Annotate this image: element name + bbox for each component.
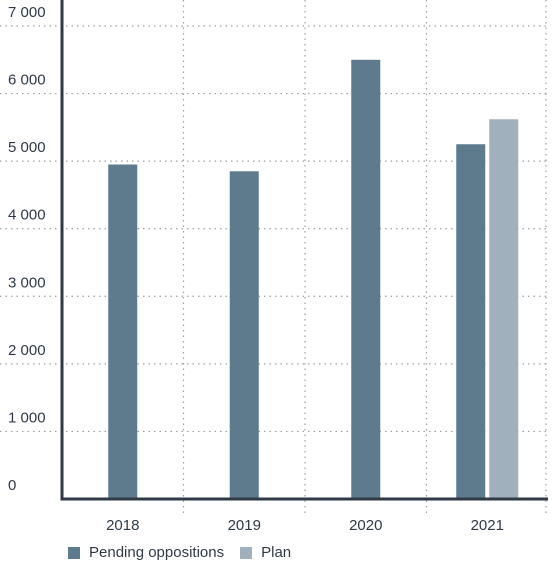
x-tick-label-2020: 2020 (349, 517, 382, 534)
y-tick-label: 4 000 (8, 207, 46, 224)
legend: Pending oppositions Plan (68, 544, 307, 561)
y-tick-label: 7 000 (8, 4, 46, 21)
legend-label-plan: Plan (261, 544, 292, 561)
legend-item-pending: Pending oppositions (68, 544, 224, 561)
y-tick-label: 2 000 (8, 342, 46, 359)
y-tick-label: 6 000 (8, 72, 46, 89)
x-axis-ticks: 2018 2019 2020 2021 (106, 517, 504, 534)
y-tick-label: 5 000 (8, 139, 46, 156)
y-axis-ticks: 0 1 000 2 000 3 000 4 000 5 000 6 000 7 000 (8, 4, 46, 494)
y-tick-label: 0 (8, 477, 16, 494)
bar-2021-plan (489, 119, 519, 500)
legend-label-pending: Pending oppositions (89, 544, 225, 561)
bar-2021-pending (456, 144, 486, 499)
bar-2019-pending (229, 171, 259, 499)
legend-item-plan: Plan (240, 544, 291, 561)
y-tick-label: 1 000 (8, 409, 46, 426)
x-tick-label-2021: 2021 (471, 517, 504, 534)
axes (60, 0, 548, 501)
bar-2018-pending (108, 164, 138, 499)
bars (108, 59, 519, 500)
bar-2020-pending (351, 59, 381, 500)
x-tick-label-2018: 2018 (106, 517, 139, 534)
x-tick-label-2019: 2019 (228, 517, 261, 534)
legend-swatch-pending (68, 546, 80, 559)
legend-swatch-plan (240, 546, 253, 559)
y-tick-label: 3 000 (8, 274, 46, 291)
